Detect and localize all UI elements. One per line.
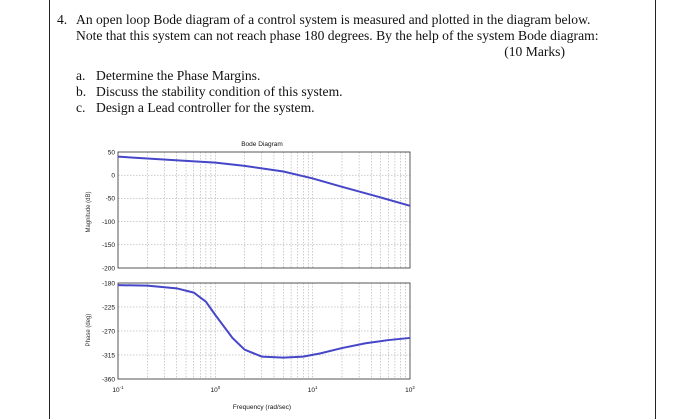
x-tick-label: 100 [210,385,220,394]
y-tick-label: 0 [111,173,115,180]
item-label: a. [76,68,86,83]
question-number: 4. [57,12,68,27]
left-border-line [49,0,50,419]
magnitude-ylabel: Magnitude (dB) [86,191,92,232]
item-label: c. [76,100,86,115]
y-tick-label: -225 [102,304,115,311]
question-items: a. Determine the Phase Margins. b. Discu… [76,68,343,116]
y-tick-label: -270 [102,328,115,335]
question-text-line1: An open loop Bode diagram of a control s… [76,12,591,27]
phase-axes-frame [117,282,411,380]
magnitude-axes-frame [117,151,411,269]
y-tick-label: -180 [102,280,115,287]
y-tick-label: -315 [102,352,115,359]
y-tick-label: 50 [108,149,116,156]
phase-grid [117,282,410,380]
y-tick-label: -150 [102,242,115,249]
x-tick-label: 102 [405,385,415,394]
question-text-line2: Note that this system can not reach phas… [76,28,599,43]
magnitude-tick-labels: 50 0 -50 -100 -150 -200 [102,149,115,272]
phase-curve [117,284,411,359]
marks-label: (10 Marks) [504,44,565,59]
phase-ylabel: Phase (deg) [86,314,92,347]
item-text: Determine the Phase Margins. [96,68,261,83]
question-item-c: c. Design a Lead controller for the syst… [76,100,343,116]
chart-xlabel: Frequency (rad/sec) [233,404,291,411]
y-tick-label: -360 [102,376,115,383]
question-item-b: b. Discuss the stability condition of th… [76,84,343,100]
item-text: Design a Lead controller for the system. [96,100,315,115]
right-border-line [655,0,656,419]
frequency-tick-labels: 10-1 100 101 102 [112,385,415,394]
item-text: Discuss the stability condition of this … [96,84,343,99]
y-tick-label: -200 [102,265,115,272]
y-tick-label: -50 [106,196,116,203]
magnitude-curve [117,155,411,207]
item-label: b. [76,84,87,99]
phase-tick-labels: -180 -225 -270 -315 -360 [102,280,115,383]
x-tick-label: 10-1 [112,385,124,394]
x-tick-label: 101 [308,385,318,394]
question-item-a: a. Determine the Phase Margins. [76,68,343,84]
y-tick-label: -100 [102,219,115,226]
chart-title: Bode Diagram [241,141,283,148]
